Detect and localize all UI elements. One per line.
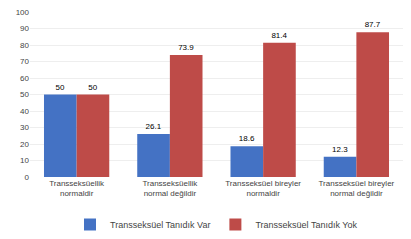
svg-text:100: 100 bbox=[16, 8, 30, 17]
svg-text:90: 90 bbox=[20, 24, 29, 33]
svg-text:30: 30 bbox=[20, 123, 29, 132]
svg-text:Transseksüel Tanıdık Var: Transseksüel Tanıdık Var bbox=[110, 220, 210, 230]
svg-text:18.6: 18.6 bbox=[239, 134, 255, 143]
svg-text:0: 0 bbox=[25, 173, 30, 182]
svg-text:60: 60 bbox=[20, 74, 29, 83]
svg-text:26.1: 26.1 bbox=[145, 122, 161, 131]
svg-text:Transseksüel bireylernormaldir: Transseksüel bireylernormaldir bbox=[225, 179, 301, 198]
svg-text:Transseksüelliknormaldir: Transseksüelliknormaldir bbox=[49, 179, 105, 198]
svg-text:10: 10 bbox=[20, 156, 29, 165]
svg-text:81.4: 81.4 bbox=[271, 31, 287, 40]
svg-text:Transseksüel bireylernormal de: Transseksüel bireylernormal değildir bbox=[319, 179, 395, 198]
svg-text:12.3: 12.3 bbox=[332, 145, 348, 154]
svg-text:20: 20 bbox=[20, 140, 29, 149]
svg-text:50: 50 bbox=[88, 83, 97, 92]
svg-text:87.7: 87.7 bbox=[365, 20, 381, 29]
svg-text:73.9: 73.9 bbox=[178, 43, 194, 52]
svg-text:50: 50 bbox=[20, 90, 29, 99]
svg-text:40: 40 bbox=[20, 107, 29, 116]
svg-text:50: 50 bbox=[56, 83, 65, 92]
svg-text:80: 80 bbox=[20, 41, 29, 50]
svg-text:Transseksüel Tanıdık Yok: Transseksüel Tanıdık Yok bbox=[255, 220, 357, 230]
svg-text:Transseksüelliknormal değildir: Transseksüelliknormal değildir bbox=[142, 179, 198, 198]
svg-text:70: 70 bbox=[20, 57, 29, 66]
